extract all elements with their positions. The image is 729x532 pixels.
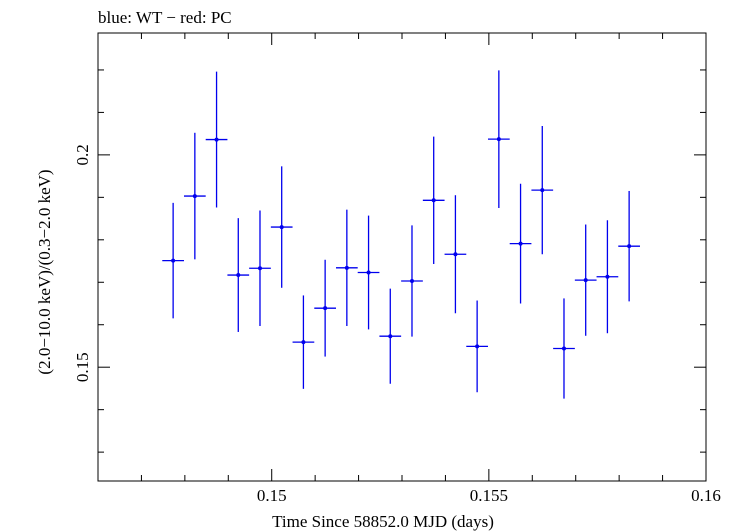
point-marker [257,266,262,271]
data-point [531,125,554,255]
plot-frame [97,32,707,482]
data-point [596,220,619,334]
data-point [401,225,423,337]
point-marker [605,274,610,279]
point-marker [323,306,328,311]
data-point [509,183,532,304]
data-marks [162,70,640,399]
data-point [466,300,488,393]
point-marker [453,252,458,257]
point-marker [475,344,480,349]
point-marker [192,194,197,199]
data-point [270,166,293,288]
point-marker [236,273,241,278]
data-point [357,215,380,330]
data-point [379,288,402,384]
point-marker [496,137,501,142]
data-point [162,202,184,319]
y-tick-label: 0.2 [73,144,92,165]
point-marker [214,137,219,142]
axis-ticks [98,33,707,481]
point-marker [561,346,566,351]
chart-title: blue: WT − red: PC [98,8,232,27]
data-point [422,136,445,265]
x-axis-label: Time Since 58852.0 MJD (days) [272,512,494,531]
x-tick-label: 0.15 [257,486,287,505]
point-marker [388,334,393,339]
point-marker [431,198,436,203]
point-marker [583,278,588,283]
data-point [183,132,206,260]
data-point [618,190,640,302]
x-tick-label: 0.16 [691,486,721,505]
x-tick-label: 0.155 [470,486,508,505]
point-marker [366,270,371,275]
data-point [227,218,250,332]
y-tick-label: 0.15 [73,352,92,382]
data-point [314,259,336,357]
y-axis-label: (2.0−10.0 keV)/(0.3−2.0 keV) [35,169,54,374]
data-point [205,71,228,208]
point-marker [344,265,349,270]
point-marker [627,244,632,249]
data-point [553,298,575,399]
point-marker [540,188,545,193]
data-point [335,209,358,327]
point-marker [518,241,523,246]
point-marker [171,258,176,263]
point-marker [409,278,414,283]
data-point [574,224,597,336]
data-point [444,195,467,314]
point-marker [301,340,306,345]
point-marker [279,225,284,230]
axis-tick-labels: 0.15 0.155 0.16 0.15 0.2 [73,144,721,505]
data-point [292,295,315,389]
data-point [249,210,271,327]
data-point [487,70,510,208]
